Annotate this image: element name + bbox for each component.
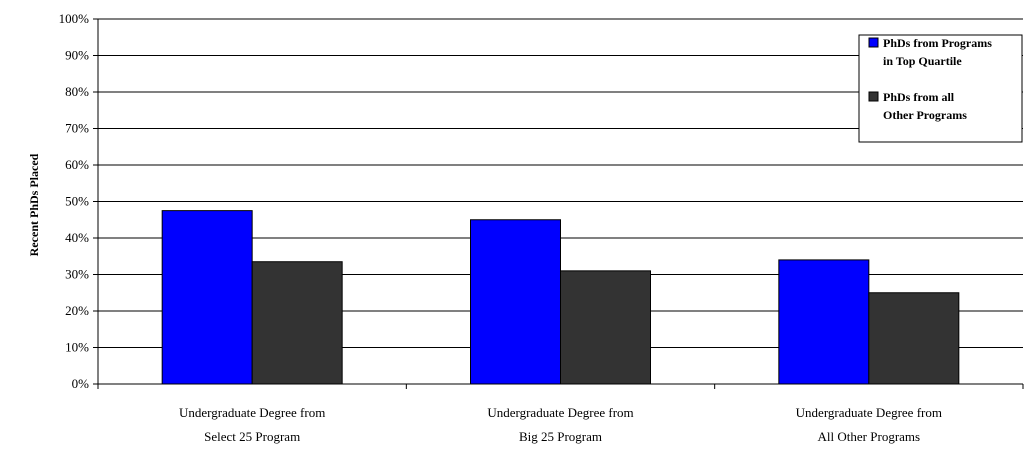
y-tick-label: 20%	[65, 303, 89, 318]
y-axis-label: Recent PhDs Placed	[27, 153, 41, 256]
y-tick-label: 30%	[65, 267, 89, 282]
x-category-label: Undergraduate Degree from Select 25 Progr…	[179, 405, 325, 444]
bars	[161, 210, 960, 385]
bar	[778, 259, 870, 385]
bar	[470, 219, 561, 385]
y-tick-label: 60%	[65, 157, 89, 172]
category-labels: Undergraduate Degree from Select 25 Progr…	[179, 405, 942, 444]
legend-box	[858, 34, 1023, 143]
bar	[560, 270, 651, 385]
legend-swatch	[868, 37, 879, 48]
y-tick-label: 80%	[65, 84, 89, 99]
legend-label: PhDs from Programs in Top Quartile	[883, 36, 992, 68]
bar	[251, 261, 343, 385]
bar	[868, 292, 960, 385]
y-tick-label: 70%	[65, 121, 89, 136]
legend-swatch	[868, 91, 879, 102]
y-tick-label: 50%	[65, 194, 89, 209]
y-tick-label: 40%	[65, 230, 89, 245]
y-tick-labels: 0% 10% 20% 30% 40% 50% 60% 70% 80% 90% 100%	[59, 11, 90, 391]
y-tick-label: 0%	[72, 376, 90, 391]
y-tick-label: 90%	[65, 48, 89, 63]
legend: PhDs from Programs in Top Quartile PhDs fr…	[858, 34, 1023, 143]
bar	[161, 210, 253, 385]
axes	[93, 18, 1024, 389]
y-tick-label: 100%	[59, 11, 90, 26]
y-tick-label: 10%	[65, 340, 89, 355]
x-category-label: Undergraduate Degree from Big 25 Program	[487, 405, 633, 444]
legend-label: PhDs from all Other Programs	[883, 90, 967, 122]
x-category-label: Undergraduate Degree from All Other Progr…	[796, 405, 942, 444]
